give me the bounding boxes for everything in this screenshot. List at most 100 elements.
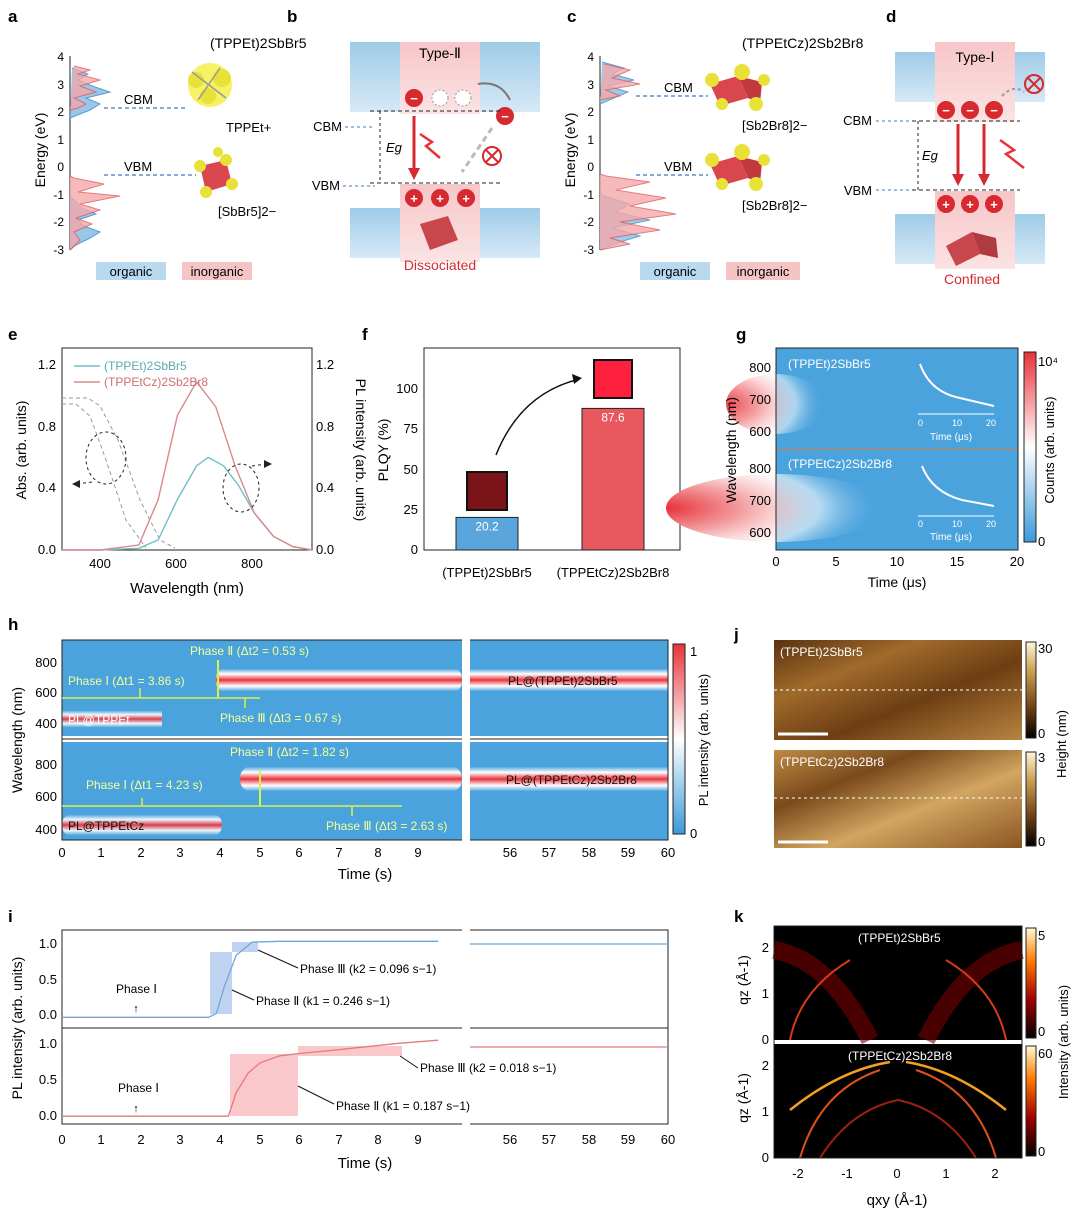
- series-line-tppetcz: [62, 1039, 439, 1117]
- tick-label: -2: [53, 215, 64, 229]
- tick-label: 56: [503, 845, 517, 860]
- tick-label: 800: [35, 757, 57, 772]
- panel-letter: f: [362, 325, 368, 344]
- sample-label-top: (TPPEt)2SbBr5: [788, 357, 871, 371]
- y-axis-label: Wavelength (nm): [9, 687, 25, 793]
- plot-frame: [423, 347, 681, 551]
- tick-label: -3: [53, 243, 64, 257]
- tick-label: 75: [404, 421, 418, 436]
- tick-label: 0: [411, 542, 418, 557]
- bar-tppetcz: [581, 407, 645, 551]
- tick-label: 0: [893, 1166, 900, 1181]
- phase2-highlight: [210, 952, 232, 1014]
- sample-label-bottom: (TPPEtCz)2Sb2Br8: [788, 457, 892, 471]
- panel-a: a (TPPEt)2SbBr5 Energy (eV) 4 3 2 1 0 -1…: [8, 7, 307, 280]
- blocked-arrow: [1001, 87, 1025, 97]
- phase1-label: Phase Ⅰ (Δt1 = 3.86 s): [68, 674, 185, 688]
- legend-organic: organic: [110, 264, 153, 279]
- phase3-highlight: [298, 1046, 402, 1056]
- tick-label: -1: [583, 188, 594, 202]
- sample-label-top: (TPPEt)2SbBr5: [858, 931, 941, 945]
- panel-c: c (TPPEtCz)2Sb2Br8 Energy (eV) 4 3 2 1 0…: [562, 7, 864, 280]
- panel-letter: g: [736, 325, 746, 344]
- panel-letter: h: [8, 615, 18, 634]
- inset-axis-label: Time (μs): [930, 432, 972, 443]
- plot-frame: [61, 639, 669, 841]
- phase1-label: Phase Ⅰ (Δt1 = 4.23 s): [86, 778, 203, 792]
- tick-label: 7: [335, 1132, 342, 1147]
- inset-tick: 20: [986, 519, 996, 529]
- colorbar-bottom: [1025, 751, 1037, 847]
- tick-label: 4: [57, 50, 64, 64]
- phase3-label: Phase Ⅲ (Δt3 = 0.67 s): [220, 711, 341, 725]
- tick-label: 20: [1010, 554, 1024, 569]
- legend-inorganic-swatch: [726, 262, 800, 280]
- tick-label: 0.4: [38, 480, 56, 495]
- axis-break: [462, 636, 470, 846]
- tick-label: 800: [749, 360, 771, 375]
- phase2-label: Phase Ⅱ (k1 = 0.187 s−1): [336, 1099, 470, 1113]
- electrons: − − −: [937, 101, 1003, 119]
- phase3-label: Phase Ⅲ (k2 = 0.096 s−1): [300, 962, 436, 976]
- tick-label: 58: [582, 1132, 596, 1147]
- tick-label: 600: [749, 525, 771, 540]
- colorbar-max: 1: [690, 644, 697, 659]
- tick-label: 1.0: [39, 1036, 57, 1051]
- tick-label: 1: [762, 1104, 769, 1119]
- tick-label: -2: [792, 1166, 804, 1181]
- category-label: (TPPEt)2SbBr5: [442, 565, 532, 580]
- anion-dimer-icon: [705, 144, 770, 191]
- anion-molecule-icon: [194, 147, 238, 198]
- colorbar-bottom: [1025, 1045, 1037, 1157]
- inset-tick: 0: [918, 418, 923, 428]
- axis-break: [462, 926, 470, 1128]
- decay-inset-bottom: [921, 465, 995, 507]
- anion-dimer-icon: [705, 64, 770, 111]
- pl-band: [216, 668, 462, 692]
- tick-label: 5: [256, 845, 263, 860]
- tick-label: 600: [35, 685, 57, 700]
- tick-label: 3: [176, 845, 183, 860]
- tick-label: 9: [414, 1132, 421, 1147]
- tick-label: 0: [772, 554, 779, 569]
- tick-label: 0: [58, 845, 65, 860]
- tick-label: 2: [587, 105, 594, 119]
- anion-top-label: [Sb2Br8]2−: [742, 118, 807, 133]
- pl-left-label: PL@TPPEt: [68, 713, 130, 727]
- tick-label: 0.8: [316, 419, 334, 434]
- x-ticks: 0 1 2 3 4 5 6 7 8 9 56 57 58 59 60: [58, 845, 675, 860]
- legend-organic-swatch: [640, 262, 710, 280]
- y-axis-right-label: PL intensity (arb. units): [353, 379, 369, 522]
- y-axis-label: PL intensity (arb. units): [9, 957, 25, 1100]
- colorbar-label: Height (nm): [1054, 710, 1069, 778]
- tick-label: 3: [587, 78, 594, 92]
- inset-tick: 10: [952, 519, 962, 529]
- y-ticks-left: 0.0 0.4 0.8 1.2: [38, 357, 56, 557]
- octahedron-icon: [946, 232, 980, 266]
- panel-letter: b: [287, 7, 297, 26]
- colorbar-max: 30: [1038, 641, 1052, 656]
- tick-label: -1: [841, 1166, 853, 1181]
- svg-text:−: −: [966, 103, 974, 118]
- tick-label: -2: [583, 215, 594, 229]
- y-axis-label: Wavelength (nm): [723, 397, 739, 503]
- dos-inorganic: [599, 63, 677, 251]
- legend-organic: organic: [654, 264, 697, 279]
- y-ticks: 0 25 50 75 100: [396, 381, 418, 557]
- colorbar-min: 0: [1038, 534, 1045, 549]
- holes: + + +: [405, 189, 475, 207]
- tick-label: 0.5: [39, 972, 57, 987]
- x-axis-label: Time (s): [338, 866, 392, 883]
- emission-icon: [419, 132, 441, 159]
- y-axis-label: qz (Å-1): [735, 1073, 751, 1123]
- tick-label: 56: [503, 1132, 517, 1147]
- guide-ellipse: [85, 431, 127, 485]
- tick-label: 1: [942, 1166, 949, 1181]
- vbm-label: VBM: [124, 159, 152, 174]
- tick-label: 0.0: [38, 542, 56, 557]
- panel-b: b Type-Ⅱ − − CBM Eg VBM + + +: [287, 7, 540, 273]
- colorbar-label: Intensity (arb. units): [1056, 985, 1071, 1099]
- tick-label: 1: [57, 133, 64, 147]
- svg-text:−: −: [410, 91, 418, 106]
- vbm-label: VBM: [844, 183, 872, 198]
